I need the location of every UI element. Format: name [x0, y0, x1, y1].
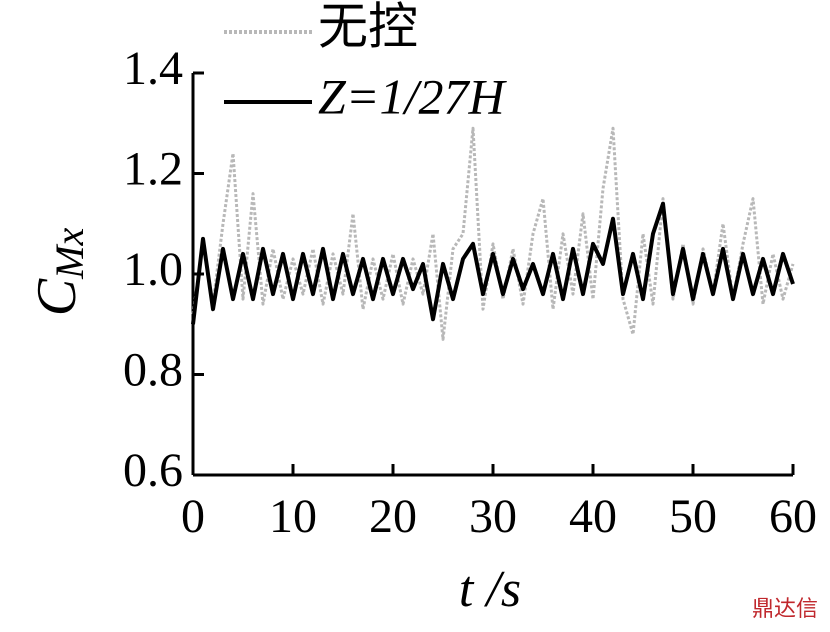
x-tick-label: 20 — [369, 490, 417, 543]
x-axis-label: t /s — [459, 561, 521, 618]
y-tick-label: 1.0 — [123, 243, 183, 296]
y-tick-label: 0.6 — [123, 444, 183, 497]
y-axis-label: CMx — [26, 228, 92, 317]
y-label-sub: Mx — [47, 228, 92, 280]
x-tick-label: 60 — [769, 490, 817, 543]
x-tick-label: 10 — [269, 490, 317, 543]
x-tick-label: 50 — [669, 490, 717, 543]
y-tick-label: 1.2 — [123, 143, 183, 196]
series-line — [191, 126, 795, 341]
x-tick-label: 40 — [569, 490, 617, 543]
watermark: 鼎达信 — [752, 597, 818, 622]
y-tick-label: 1.4 — [123, 42, 183, 95]
legend-label: Z=1/27H — [318, 68, 507, 124]
legend-label: 无控 — [318, 0, 418, 54]
y-label-main: C — [26, 278, 88, 316]
y-tick-label: 0.8 — [123, 344, 183, 397]
x-tick-label: 0 — [181, 490, 205, 543]
x-tick-label: 30 — [469, 490, 517, 543]
series-line — [191, 201, 795, 325]
